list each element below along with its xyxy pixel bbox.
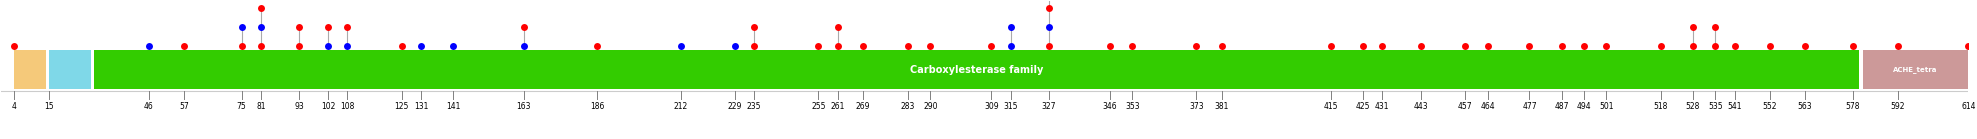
Bar (95, 50, 1860, 89)
Text: 535: 535 (1708, 102, 1722, 111)
Text: 269: 269 (856, 102, 870, 111)
Text: 353: 353 (1125, 102, 1139, 111)
Text: 163: 163 (516, 102, 530, 111)
Text: 57: 57 (180, 102, 190, 111)
Text: Carboxylesterase family: Carboxylesterase family (909, 64, 1044, 75)
Bar (14, 50, 45, 89)
Text: 212: 212 (674, 102, 688, 111)
Text: 487: 487 (1554, 102, 1570, 111)
Text: 4: 4 (12, 102, 16, 111)
Text: 563: 563 (1797, 102, 1813, 111)
Bar (1862, 50, 1969, 89)
Text: 541: 541 (1728, 102, 1742, 111)
Text: 501: 501 (1599, 102, 1613, 111)
Text: 381: 381 (1214, 102, 1230, 111)
Text: 235: 235 (747, 102, 761, 111)
Text: 464: 464 (1481, 102, 1495, 111)
Text: 125: 125 (395, 102, 409, 111)
Text: 425: 425 (1356, 102, 1370, 111)
Text: 255: 255 (811, 102, 826, 111)
Text: 46: 46 (144, 102, 154, 111)
Text: 614: 614 (1961, 102, 1975, 111)
Text: 290: 290 (923, 102, 937, 111)
Text: 283: 283 (902, 102, 915, 111)
Text: 229: 229 (728, 102, 741, 111)
Text: ACHE_tetra: ACHE_tetra (1894, 66, 1937, 73)
Text: 261: 261 (830, 102, 844, 111)
Text: 578: 578 (1847, 102, 1860, 111)
Text: 431: 431 (1374, 102, 1390, 111)
Text: 373: 373 (1188, 102, 1204, 111)
Text: 93: 93 (295, 102, 304, 111)
Text: 309: 309 (985, 102, 998, 111)
Text: 327: 327 (1042, 102, 1056, 111)
Text: 131: 131 (413, 102, 429, 111)
Text: 518: 518 (1653, 102, 1669, 111)
Text: 457: 457 (1459, 102, 1473, 111)
Bar (49, 50, 91, 89)
Text: 494: 494 (1576, 102, 1591, 111)
Text: 443: 443 (1414, 102, 1427, 111)
Text: 592: 592 (1890, 102, 1906, 111)
Text: 552: 552 (1762, 102, 1777, 111)
Text: 477: 477 (1522, 102, 1536, 111)
Text: 186: 186 (589, 102, 605, 111)
Text: 15: 15 (45, 102, 53, 111)
Text: 75: 75 (237, 102, 247, 111)
Text: 346: 346 (1103, 102, 1117, 111)
Text: 141: 141 (447, 102, 461, 111)
Text: 415: 415 (1325, 102, 1338, 111)
Text: 81: 81 (257, 102, 265, 111)
Text: 315: 315 (1002, 102, 1018, 111)
Text: 528: 528 (1686, 102, 1700, 111)
Text: 102: 102 (320, 102, 336, 111)
Text: 108: 108 (340, 102, 354, 111)
